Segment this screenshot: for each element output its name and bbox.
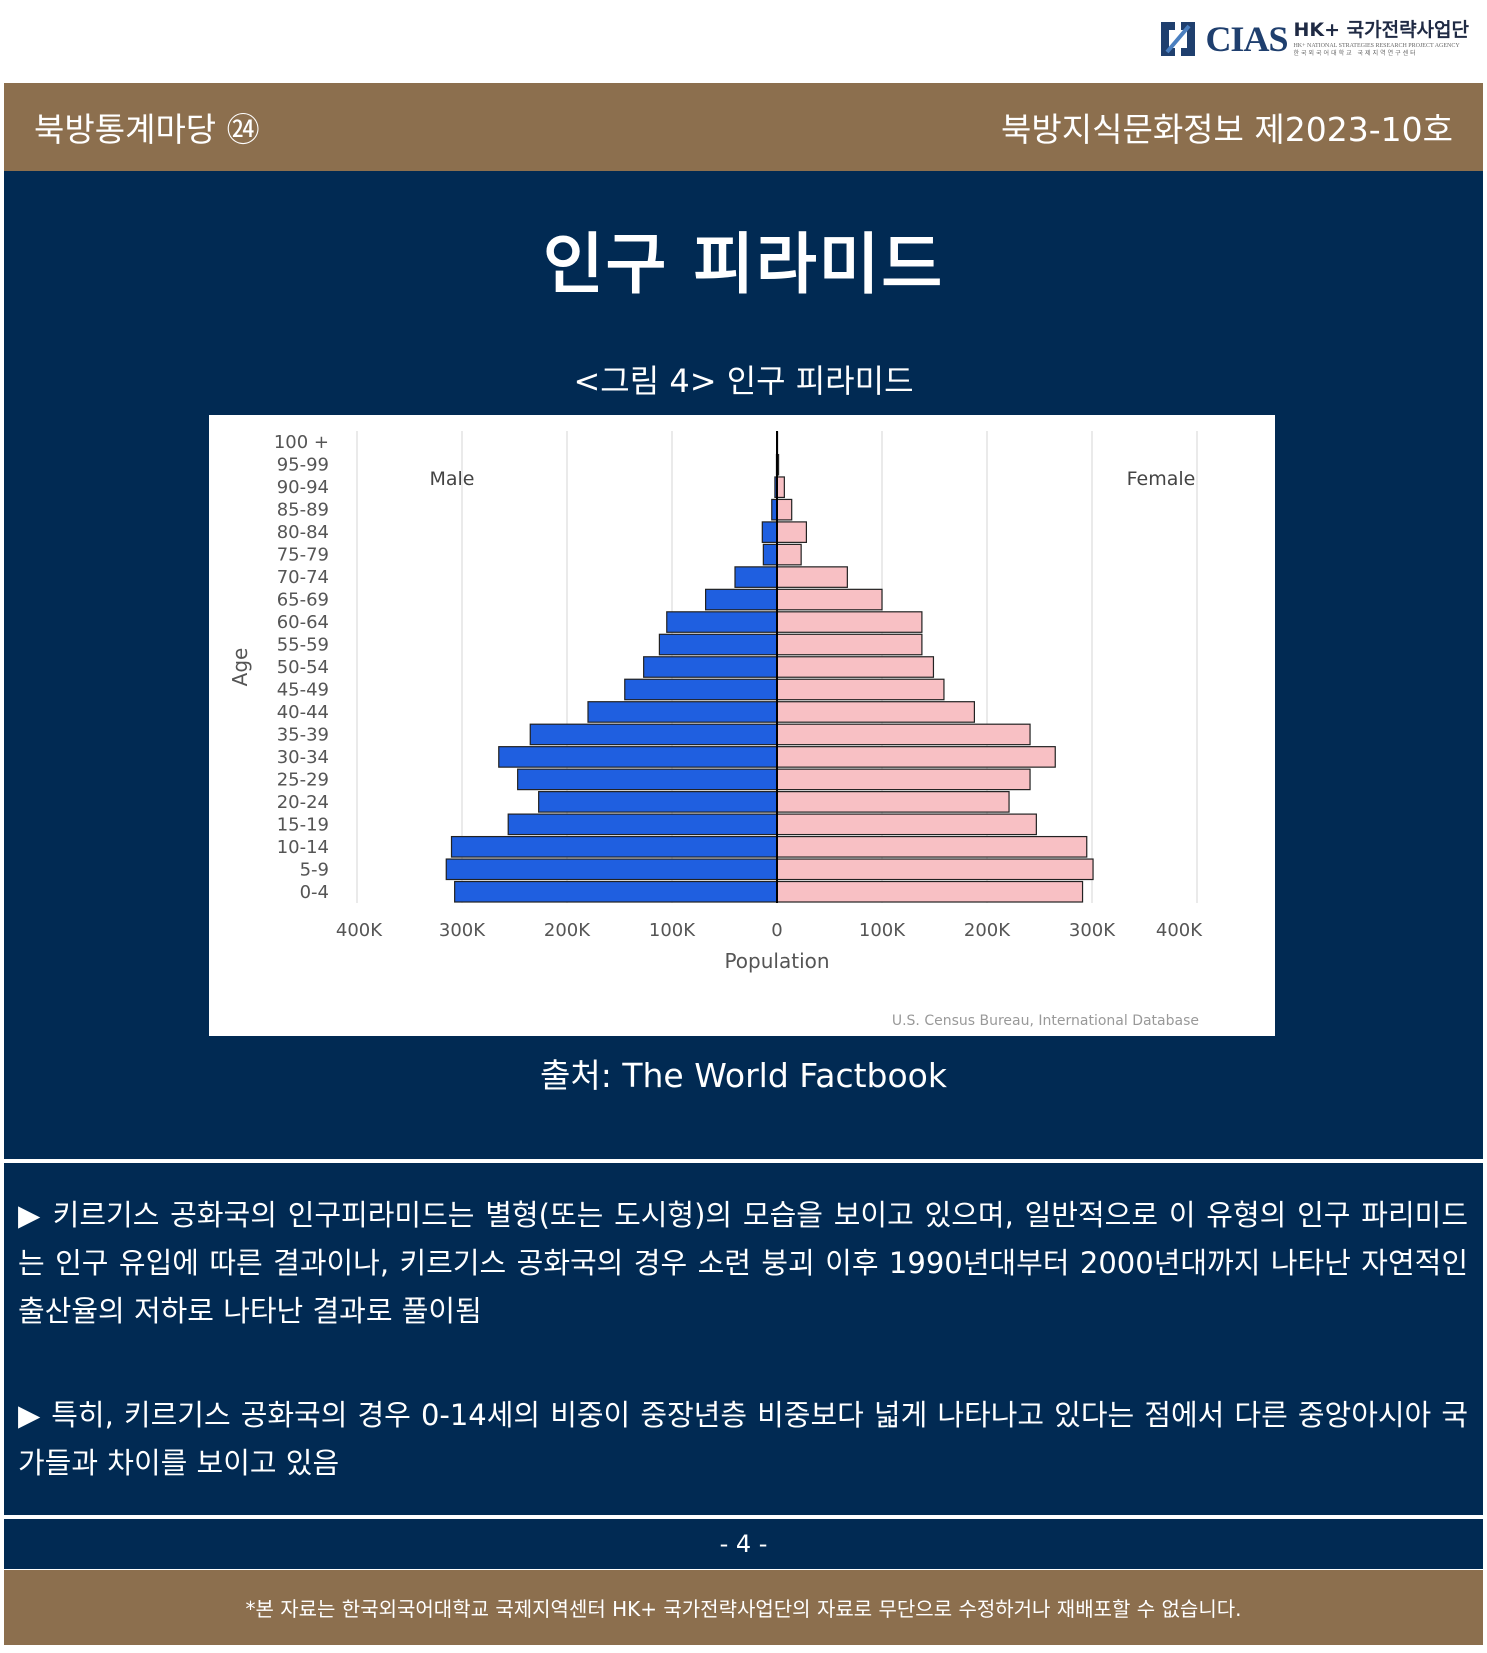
logo-hk-text: HK+ 국가전략사업단: [1293, 19, 1469, 41]
female-bar: [776, 835, 1088, 858]
age-tick-label: 60-64: [277, 612, 329, 633]
male-bar: [643, 656, 778, 678]
chart-svg: 0-45-910-1415-1920-2425-2930-3435-3940-4…: [228, 431, 1203, 1029]
x-axis-label: Population: [724, 949, 829, 973]
age-tick-label: 40-44: [277, 702, 329, 723]
figure-caption: <그림 4> 인구 피라미드: [573, 362, 914, 400]
age-tick-label: 95-99: [277, 455, 329, 476]
female-bar: [776, 656, 935, 678]
age-tick-label: 10-14: [277, 837, 329, 858]
male-bar: [587, 701, 778, 723]
x-tick-label: 100K: [649, 920, 696, 941]
age-tick-label: 100 +: [274, 432, 329, 453]
female-bar: [776, 880, 1084, 903]
age-tick-label: 75-79: [277, 545, 329, 566]
age-tick-label: 45-49: [277, 679, 329, 700]
age-tick-label: 65-69: [277, 590, 329, 611]
female-bar: [776, 543, 802, 566]
header-bar: 북방통계마당 ㉔ 북방지식문화정보 제2023-10호: [4, 83, 1483, 171]
population-pyramid-chart: 0-4 5-9 10-14 15-19 20-24 25-29 30-34 35-39 40-4…: [209, 415, 1275, 1036]
x-tick-label: 300K: [439, 920, 486, 941]
male-bar: [538, 791, 778, 813]
female-bar: [776, 701, 975, 723]
male-bar: [498, 746, 778, 768]
male-bar: [529, 723, 778, 746]
age-tick-label: 70-74: [277, 567, 329, 588]
age-tick-label: 50-54: [277, 657, 329, 678]
legend-female-label: Female: [1127, 468, 1196, 490]
x-tick-label: 100K: [859, 920, 906, 941]
organization-logo: CIAS HK+ 국가전략사업단 HK+ NATIONAL STRATEGIES…: [1157, 18, 1469, 60]
age-tick-label: 55-59: [277, 635, 329, 656]
logo-subtitle-ko: 한국외국어대학교 국제지역연구센터: [1293, 50, 1418, 57]
female-bar: [776, 791, 1010, 813]
age-tick-label: 20-24: [277, 792, 329, 813]
female-bar: [776, 633, 923, 656]
female-bar: [776, 768, 1031, 791]
chart-source-annotation: U.S. Census Bureau, International Databa…: [892, 1013, 1199, 1029]
male-bar: [624, 678, 778, 701]
age-tick-label: 35-39: [277, 724, 329, 745]
female-bar: [776, 723, 1031, 746]
male-bar: [445, 858, 778, 881]
page-number: - 4 -: [719, 1530, 768, 1558]
male-bar: [705, 588, 778, 611]
male-bar: [507, 813, 778, 836]
x-tick-label: 300K: [1069, 920, 1116, 941]
age-tick-label: 90-94: [277, 477, 329, 498]
age-tick-label: 0-4: [300, 882, 329, 903]
male-bar: [761, 521, 778, 543]
female-bar: [776, 588, 883, 611]
description-section: ▶ 키르기스 공화국의 인구피라미드는 별형(또는 도시형)의 모습을 보이고 …: [4, 1163, 1483, 1515]
female-bar: [776, 678, 945, 701]
female-bar: [776, 858, 1094, 881]
page-number-bar: - 4 -: [4, 1519, 1483, 1569]
male-bar: [450, 835, 778, 858]
logo-subtitle-en: HK+ NATIONAL STRATEGIES RESEARCH PROJECT…: [1293, 43, 1460, 49]
page-title: 인구 피라미드: [542, 226, 945, 303]
age-tick-label: 25-29: [277, 769, 329, 790]
female-bar: [776, 476, 785, 499]
male-bar: [762, 543, 778, 566]
y-axis-label: Age: [228, 648, 252, 687]
male-bar: [666, 611, 778, 633]
female-bar: [776, 813, 1037, 836]
female-bar: [776, 746, 1056, 768]
issue-label: 북방지식문화정보 제2023-10호: [1001, 110, 1453, 149]
age-tick-label: 30-34: [277, 747, 329, 768]
x-tick-label: 0: [771, 920, 782, 941]
male-bar: [734, 566, 778, 588]
age-tick-label: 85-89: [277, 500, 329, 521]
logo-emblem-icon: [1157, 18, 1199, 60]
x-tick-label: 200K: [544, 920, 591, 941]
male-bar: [658, 633, 778, 656]
footer-bar: *본 자료는 한국외국어대학교 국제지역센터 HK+ 국가전략사업단의 자료로 …: [4, 1570, 1483, 1645]
x-tick-label: 400K: [336, 920, 383, 941]
copyright-notice: *본 자료는 한국외국어대학교 국제지역센터 HK+ 국가전략사업단의 자료로 …: [245, 1597, 1242, 1621]
figure-source: 출처: The World Factbook: [540, 1056, 947, 1095]
chart-section: 인구 피라미드 <그림 4> 인구 피라미드 0-4 5-9 10-14 15-19 2…: [4, 171, 1483, 1159]
x-tick-label: 200K: [964, 920, 1011, 941]
legend-male-label: Male: [429, 468, 474, 490]
x-tick-label: 400K: [1156, 920, 1203, 941]
paragraph-1: ▶ 키르기스 공화국의 인구피라미드는 별형(또는 도시형)의 모습을 보이고 …: [18, 1198, 1468, 1328]
logo-cias-text: CIAS: [1205, 19, 1288, 59]
female-bar: [776, 566, 848, 588]
male-bar: [454, 880, 778, 903]
series-label: 북방통계마당 ㉔: [34, 110, 260, 149]
female-bar: [776, 521, 807, 543]
age-tick-label: 80-84: [277, 522, 329, 543]
paragraph-2: ▶ 특히, 키르기스 공화국의 경우 0-14세의 비중이 중장년층 비중보다 …: [18, 1398, 1468, 1480]
age-tick-label: 5-9: [300, 859, 329, 880]
female-bar: [776, 498, 793, 521]
male-bar: [517, 768, 778, 791]
female-bar: [776, 611, 923, 633]
age-tick-label: 15-19: [277, 814, 329, 835]
